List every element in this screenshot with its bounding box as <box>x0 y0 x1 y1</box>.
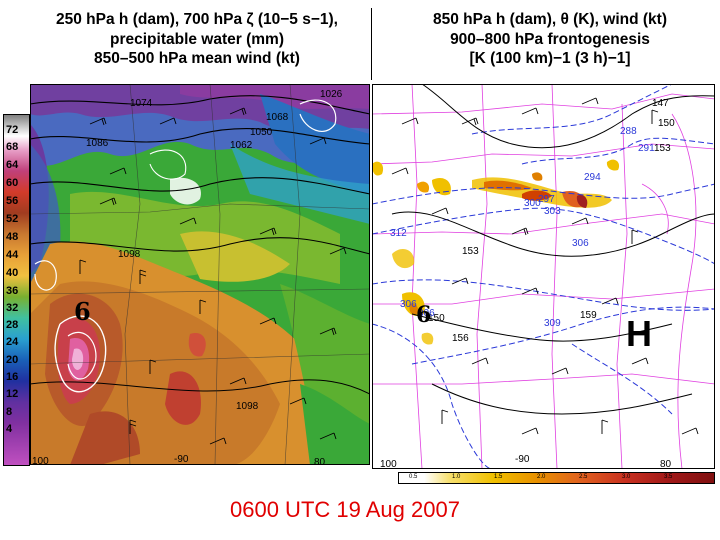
right-title-line: 900–800 hPa frontogenesis <box>450 30 650 48</box>
colorbar-tick: 64 <box>6 159 19 171</box>
colorbar-tick: 32 <box>6 302 19 314</box>
frontogenesis-tick: 0.5 <box>409 474 418 480</box>
theta-label: 297 <box>538 194 555 205</box>
contour-label: 1098 <box>118 249 141 260</box>
left-map-panel: 1074 1026 1086 1068 1050 1062 1098 1098 … <box>30 84 370 465</box>
colorbar-tick: 44 <box>6 249 19 261</box>
height-contours <box>391 84 715 415</box>
height-label: 156 <box>452 333 469 344</box>
frontogenesis-tick: 3.0 <box>622 474 631 480</box>
theta-label: 312 <box>390 228 407 239</box>
axis-label: 80 <box>660 459 672 469</box>
frontogenesis-map: 147 150 153 153 156 159 150 288 291 294 … <box>372 84 715 469</box>
theta-label: 309 <box>544 318 561 329</box>
right-map-panel: 147 150 153 153 156 159 150 288 291 294 … <box>372 84 715 469</box>
theta-label: 291 <box>638 143 655 154</box>
height-label: 150 <box>658 118 675 129</box>
axis-label: 80 <box>314 457 326 465</box>
contour-label: 1074 <box>130 98 153 109</box>
contour-label: 1026 <box>320 89 343 100</box>
valid-time-label: 0600 UTC 19 Aug 2007 <box>230 497 460 522</box>
theta-label: 294 <box>584 172 601 183</box>
colorbar-tick: 16 <box>6 371 19 383</box>
wind-barbs <box>391 97 699 435</box>
precipitable-water-map: 1074 1026 1086 1068 1050 1062 1098 1098 … <box>30 84 370 465</box>
storm-symbol: 6 <box>416 302 431 328</box>
colorbar-tick: 52 <box>6 213 19 225</box>
colorbar-tick: 56 <box>6 195 19 207</box>
left-title-line: precipitable water (mm) <box>110 30 284 48</box>
axis-label: -90 <box>515 454 530 465</box>
theta-label: 303 <box>544 206 561 217</box>
wind-barbs <box>79 107 347 445</box>
colorbar-tick: 72 <box>6 124 19 136</box>
axis-label: 100 <box>380 459 397 469</box>
colorbar-tick: 36 <box>6 285 19 297</box>
storm-symbol: 6 <box>74 297 91 326</box>
theta-label: 306 <box>400 299 417 310</box>
left-title-line: 850–500 hPa mean wind (kt) <box>94 50 300 67</box>
frontogenesis-tick: 1.5 <box>494 474 503 480</box>
theta-contours <box>372 84 715 469</box>
right-title-line: 850 hPa h (dam), θ (K), wind (kt) <box>432 11 667 28</box>
contour-label: 1050 <box>250 127 273 138</box>
left-title-line: 250 hPa h (dam), 700 hPa ζ (10−5 s−1), <box>56 11 338 28</box>
frontogenesis-shading <box>372 159 620 345</box>
theta-label: 288 <box>620 126 637 137</box>
axis-label: -90 <box>174 454 189 465</box>
frontogenesis-tick: 2.5 <box>579 474 588 480</box>
left-panel-title: 250 hPa h (dam), 700 hPa ζ (10−5 s−1), p… <box>22 10 372 69</box>
contour-label: 1086 <box>86 138 109 149</box>
colorbar-tick: 12 <box>6 388 19 400</box>
colorbar-tick: 68 <box>6 141 19 153</box>
contour-label: 1062 <box>230 140 253 151</box>
colorbar-tick: 20 <box>6 354 19 366</box>
right-panel-title: 850 hPa h (dam), θ (K), wind (kt) 900–80… <box>380 10 720 69</box>
theta-label: 306 <box>572 238 589 249</box>
colorbar-tick: 8 <box>6 406 13 418</box>
contour-label: 1068 <box>266 112 289 123</box>
colorbar-tick: 60 <box>6 177 19 189</box>
theta-label: 306 <box>418 308 435 319</box>
colorbar-tick: 24 <box>6 336 19 348</box>
precipitable-water-colorbar <box>3 114 30 466</box>
contour-label: 1098 <box>236 401 259 412</box>
height-label: 150 <box>428 313 445 324</box>
axis-label: 100 <box>32 456 49 465</box>
height-label: 153 <box>654 143 671 154</box>
height-label: 159 <box>580 310 597 321</box>
colorbar-tick: 40 <box>6 267 19 279</box>
colorbar-tick: 48 <box>6 231 19 243</box>
frontogenesis-tick: 2.0 <box>537 474 546 480</box>
colorbar-tick: 28 <box>6 319 19 331</box>
theta-label: 300 <box>524 198 541 209</box>
title-divider <box>371 8 372 80</box>
colorbar-tick: 4 <box>6 423 13 435</box>
frontogenesis-tick: 3.5 <box>664 474 673 480</box>
height-label: 153 <box>462 246 479 257</box>
height-label: 147 <box>652 98 669 109</box>
frontogenesis-colorbar <box>398 472 715 484</box>
frontogenesis-tick: 1.0 <box>452 474 461 480</box>
high-pressure-label: H <box>626 313 652 354</box>
right-title-line: [K (100 km)−1 (3 h)−1] <box>469 50 631 67</box>
